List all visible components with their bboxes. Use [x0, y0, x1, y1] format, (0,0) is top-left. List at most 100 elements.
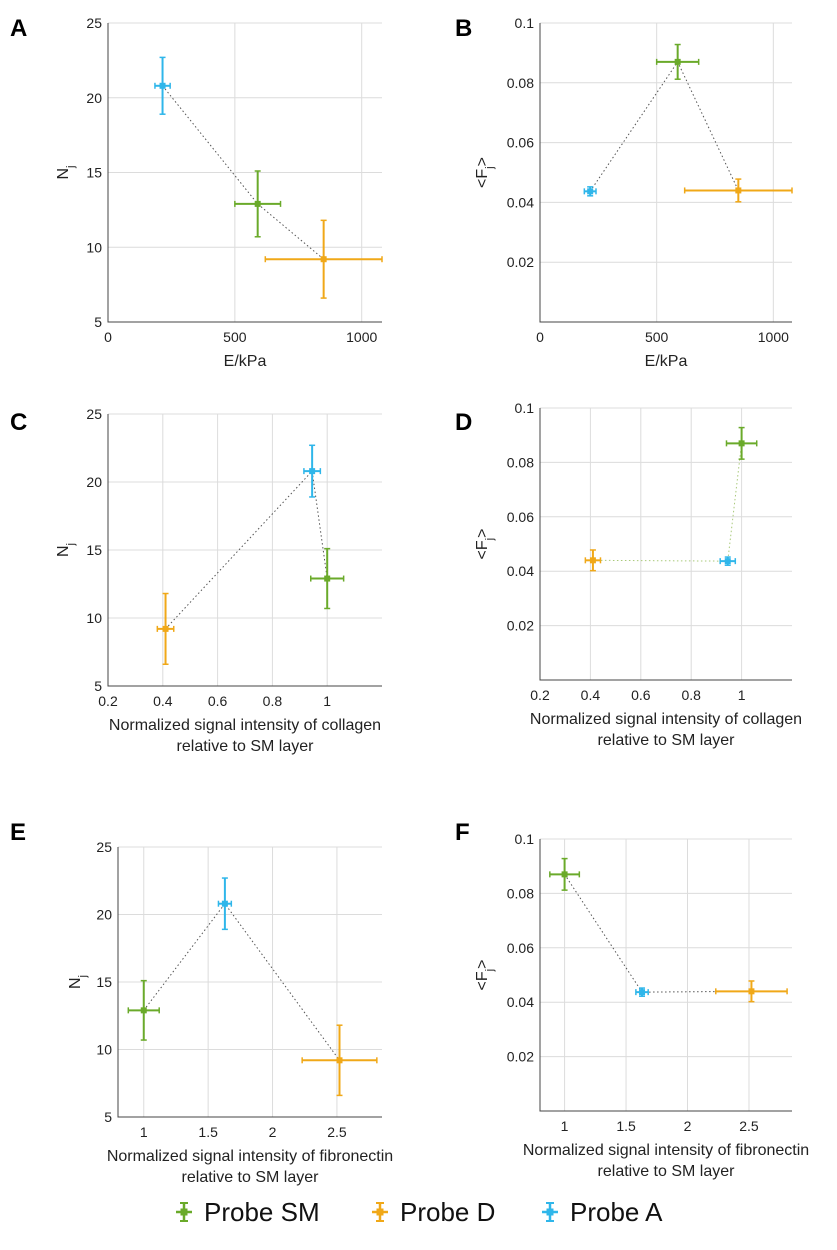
- y-tick-label: 25: [86, 406, 102, 422]
- axis-lines: [107, 23, 382, 323]
- x-tick-label: 0.8: [263, 693, 283, 709]
- panel-letter: E: [10, 819, 26, 846]
- y-tick-label: 20: [86, 90, 102, 106]
- x-axis-label: Normalized signal intensity of fibronect…: [523, 1142, 809, 1159]
- y-axis-label-main: <F: [474, 540, 491, 559]
- data-point-probe-a: [217, 877, 233, 931]
- axis-lines: [539, 839, 792, 1112]
- y-tick-label: 15: [86, 165, 102, 181]
- x-tick-label: 0.6: [208, 693, 228, 709]
- panel-letter: A: [10, 15, 27, 42]
- y-tick-label: 5: [94, 314, 102, 330]
- y-tick-label: 5: [104, 1109, 112, 1125]
- legend-item-probe-a: Probe A: [542, 1197, 663, 1227]
- panel-letter: F: [455, 819, 470, 846]
- point-marker: [221, 900, 228, 907]
- data-point-probe-sm: [127, 979, 160, 1041]
- x-axis-label: relative to SM layer: [182, 1169, 320, 1186]
- y-tick-label: 0.04: [507, 194, 534, 210]
- point-marker: [254, 200, 261, 207]
- y-tick-label: 10: [86, 239, 102, 255]
- data-point-probe-d: [264, 219, 383, 299]
- legend-marker-point: [376, 1208, 384, 1216]
- data-point-probe-a: [583, 186, 597, 197]
- x-tick-label: 2.5: [739, 1118, 759, 1134]
- y-tick-label: 10: [96, 1042, 112, 1058]
- y-tick-label: 0.1: [515, 15, 535, 31]
- x-tick-label: 0.4: [581, 687, 601, 703]
- y-tick-label: 0.08: [507, 454, 534, 470]
- x-tick-label: 1000: [346, 329, 377, 345]
- legend-label: Probe A: [570, 1197, 663, 1227]
- y-axis-label-subscript: j: [65, 543, 77, 546]
- y-tick-label: 0.06: [507, 940, 534, 956]
- data-point-probe-d: [683, 178, 793, 203]
- y-tick-label: 15: [96, 974, 112, 990]
- y-axis-label-subscript: j: [484, 969, 496, 972]
- legend-marker-point: [180, 1208, 188, 1216]
- data-point-probe-a: [303, 444, 322, 498]
- x-tick-label: 1.5: [616, 1118, 636, 1134]
- connector-line: [564, 874, 752, 993]
- y-tick-label: 25: [96, 839, 112, 855]
- axis-lines: [539, 23, 792, 323]
- x-tick-label: 2.5: [327, 1124, 347, 1140]
- chart-panel-b: B 0 500 1000 0.02 0.04 0.06 0.08 0.1 E/kPa <Fj>: [455, 15, 793, 370]
- x-axis-label: relative to SM layer: [598, 1163, 736, 1180]
- y-axis-label-subscript: j: [484, 166, 496, 169]
- connector-line: [162, 85, 324, 260]
- chart-panel-f: F 1 1.5 2 2.5 0.02 0.04 0.06 0.08 0.1 Normalized s…: [455, 819, 809, 1180]
- x-axis-label: relative to SM layer: [177, 738, 315, 755]
- x-axis-label: relative to SM layer: [598, 732, 736, 749]
- y-tick-label: 0.1: [515, 400, 535, 416]
- data-point-probe-sm: [310, 547, 345, 610]
- point-marker: [140, 1007, 147, 1014]
- legend-item-probe-sm: Probe SM: [176, 1197, 320, 1227]
- point-marker: [336, 1057, 343, 1064]
- y-axis-label: Nj: [55, 543, 77, 557]
- x-tick-label: 0: [104, 329, 112, 345]
- x-tick-label: 1: [561, 1118, 569, 1134]
- x-tick-label: 2: [269, 1124, 277, 1140]
- y-axis-label-main: >: [474, 529, 491, 538]
- data-point-probe-a: [635, 987, 649, 997]
- point-marker: [162, 625, 169, 632]
- point-marker: [639, 989, 646, 996]
- data-point-probe-sm: [549, 857, 581, 891]
- point-marker: [735, 187, 742, 194]
- x-axis-label: Normalized signal intensity of fibronect…: [107, 1148, 393, 1165]
- y-tick-label: 0.02: [507, 254, 534, 270]
- x-tick-label: 1000: [758, 329, 789, 345]
- y-tick-label: 0.04: [507, 994, 534, 1010]
- data-point-probe-d: [301, 1024, 378, 1097]
- chart-panel-e: E 1 1.5 2 2.5 5 10 15 20 25 Normalized signal inte…: [10, 819, 393, 1186]
- y-tick-label: 0.04: [507, 563, 534, 579]
- point-marker: [589, 557, 596, 564]
- point-marker: [724, 558, 731, 565]
- data-point-probe-sm: [234, 170, 282, 238]
- y-tick-label: 10: [86, 610, 102, 626]
- connector-line: [589, 60, 739, 192]
- point-marker: [320, 256, 327, 263]
- data-point-probe-a: [154, 56, 171, 115]
- legend: Probe SM Probe D Probe A: [176, 1197, 663, 1227]
- axis-lines: [107, 414, 382, 687]
- y-axis-label: <Fj>: [474, 529, 496, 560]
- y-axis-label: <Fj>: [474, 960, 496, 991]
- y-tick-label: 5: [94, 678, 102, 694]
- y-axis-label-main: <F: [474, 169, 491, 188]
- panel-letter: C: [10, 409, 27, 436]
- y-tick-label: 25: [86, 15, 102, 31]
- legend-label: Probe D: [400, 1197, 495, 1227]
- point-marker: [324, 575, 331, 582]
- data-point-probe-sm: [725, 426, 758, 460]
- x-tick-label: 0.2: [98, 693, 118, 709]
- y-axis-label-main: N: [55, 168, 72, 180]
- y-axis-label: Nj: [67, 975, 89, 989]
- x-tick-label: 500: [223, 329, 247, 345]
- point-marker: [309, 468, 316, 475]
- x-tick-label: 2: [684, 1118, 692, 1134]
- chart-panel-a: A 0 500 1000 5 10 15 20 25 E/kPa Nj: [10, 15, 383, 370]
